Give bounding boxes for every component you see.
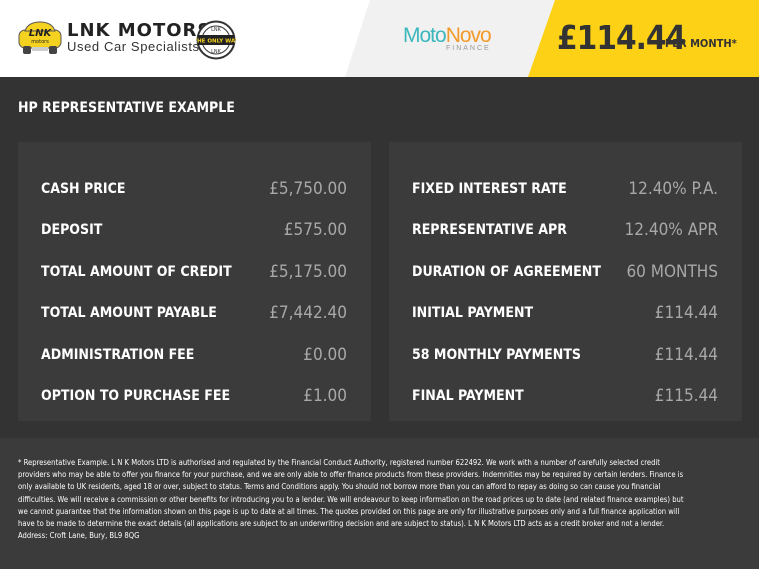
finance-label: DURATION OF AGREEMENT bbox=[412, 263, 601, 280]
finance-row: FINAL PAYMENT £115.44 bbox=[412, 376, 718, 418]
section-title: HP REPRESENTATIVE EXAMPLE bbox=[18, 100, 235, 116]
finance-row: TOTAL AMOUNT PAYABLE £7,442.40 bbox=[41, 293, 347, 335]
svg-text:LNK: LNK bbox=[29, 28, 53, 39]
svg-text:motors: motors bbox=[31, 39, 49, 45]
finance-row: ADMINISTRATION FEE £0.00 bbox=[41, 334, 347, 376]
price-band bbox=[528, 0, 759, 77]
finance-value: £575.00 bbox=[283, 220, 347, 241]
finance-label: OPTION TO PURCHASE FEE bbox=[41, 388, 231, 405]
finance-row: 58 MONTHLY PAYMENTS £114.44 bbox=[412, 334, 718, 376]
disclaimer-footer: * Representative Example. L N K Motors L… bbox=[0, 438, 759, 569]
finance-row: FIXED INTEREST RATE 12.40% P.A. bbox=[412, 168, 718, 210]
finance-value: £1.00 bbox=[303, 386, 347, 407]
finance-label: TOTAL AMOUNT OF CREDIT bbox=[41, 263, 232, 280]
finance-row: OPTION TO PURCHASE FEE £1.00 bbox=[41, 376, 347, 418]
finance-value: 12.40% P.A. bbox=[628, 178, 718, 199]
per-month-label: PER MONTH* bbox=[665, 37, 737, 50]
finance-label: FIXED INTEREST RATE bbox=[412, 180, 567, 197]
left-finance-panel: CASH PRICE £5,750.00 DEPOSIT £575.00 TOTAL A… bbox=[18, 142, 371, 421]
finance-label: FINAL PAYMENT bbox=[412, 388, 524, 405]
finance-value: £114.44 bbox=[654, 303, 718, 324]
monthly-price: £114.44 bbox=[557, 18, 686, 57]
finance-label: 58 MONTHLY PAYMENTS bbox=[412, 346, 581, 363]
lnk-car-logo: LNK motors bbox=[18, 21, 62, 54]
svg-text:THE ONLY WAY: THE ONLY WAY bbox=[196, 39, 236, 45]
header: LNK motors LNK MOTORS Used Car Specialis… bbox=[0, 0, 759, 77]
dealer-logo: LNK MOTORS Used Car Specialists bbox=[67, 20, 212, 54]
finance-row: CASH PRICE £5,750.00 bbox=[41, 168, 347, 210]
finance-value: 60 MONTHS bbox=[626, 261, 718, 282]
finance-value: £5,750.00 bbox=[269, 178, 347, 199]
motonovo-logo: MotoNovo FINANCE bbox=[403, 24, 492, 52]
finance-row: INITIAL PAYMENT £114.44 bbox=[412, 293, 718, 335]
finance-value: £115.44 bbox=[654, 386, 718, 407]
finance-label: ADMINISTRATION FEE bbox=[41, 346, 195, 363]
the-only-way-badge: THE ONLY WAY LNK LNK bbox=[196, 20, 236, 60]
finance-value: £5,175.00 bbox=[269, 261, 347, 282]
svg-text:LNK: LNK bbox=[211, 49, 222, 55]
finance-label: INITIAL PAYMENT bbox=[412, 305, 534, 322]
finance-row: REPRESENTATIVE APR 12.40% APR bbox=[412, 210, 718, 252]
finance-row: DURATION OF AGREEMENT 60 MONTHS bbox=[412, 251, 718, 293]
finance-label: TOTAL AMOUNT PAYABLE bbox=[41, 305, 217, 322]
finance-row: DEPOSIT £575.00 bbox=[41, 210, 347, 252]
finance-label: CASH PRICE bbox=[41, 180, 126, 197]
disclaimer-text: * Representative Example. L N K Motors L… bbox=[18, 458, 684, 541]
finance-label: DEPOSIT bbox=[41, 222, 103, 239]
finance-row: TOTAL AMOUNT OF CREDIT £5,175.00 bbox=[41, 251, 347, 293]
svg-text:LNK: LNK bbox=[211, 27, 222, 33]
right-finance-panel: FIXED INTEREST RATE 12.40% P.A. REPRESENTA… bbox=[389, 142, 742, 421]
finance-value: £7,442.40 bbox=[269, 303, 347, 324]
finance-value: £114.44 bbox=[654, 344, 718, 365]
finance-value: £0.00 bbox=[303, 344, 347, 365]
finance-label: REPRESENTATIVE APR bbox=[412, 222, 567, 239]
finance-value: 12.40% APR bbox=[624, 220, 718, 241]
